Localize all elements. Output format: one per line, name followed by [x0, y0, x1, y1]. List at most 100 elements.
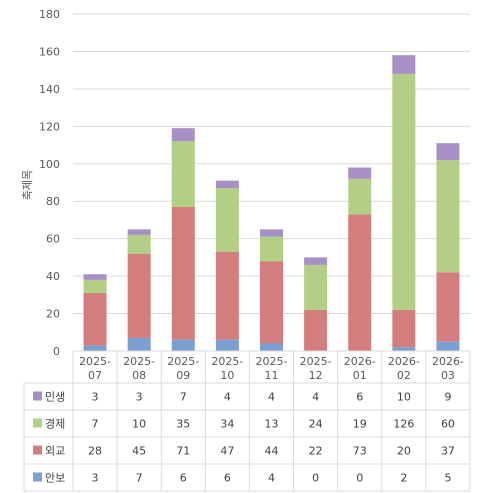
table-cell-value: 7 — [180, 391, 187, 404]
bar-segment-외교 — [304, 309, 328, 351]
table-cell-value: 37 — [441, 445, 455, 458]
bar-segment-민생 — [260, 229, 283, 237]
legend-swatch-외교 — [33, 445, 42, 455]
bar-segment-외교 — [215, 251, 239, 340]
bar-segment-민생 — [436, 143, 460, 161]
bar-segment-안보 — [83, 345, 107, 351]
bar-segment-안보 — [392, 347, 416, 351]
bar-segment-경제 — [304, 264, 328, 310]
table-cell-value: 10 — [397, 391, 411, 404]
table-cell-value: 19 — [353, 418, 367, 431]
table-cell-value: 47 — [220, 445, 234, 458]
table-cell-value: 13 — [265, 418, 279, 431]
bar-segment-외교 — [127, 253, 151, 338]
table-cell-value: 45 — [132, 445, 146, 458]
legend-label: 안보 — [45, 472, 65, 485]
y-tick-label: 160 — [39, 45, 60, 58]
y-tick-label: 60 — [46, 233, 60, 246]
bar-segment-경제 — [260, 236, 283, 262]
bar-segment-경제 — [127, 234, 151, 254]
table-cell-value: 4 — [224, 391, 231, 404]
table-cell-value: 3 — [136, 391, 143, 404]
bar-segment-안보 — [260, 343, 283, 351]
x-tick-label: 12 — [309, 369, 323, 382]
bar-segment-민생 — [215, 180, 239, 189]
y-tick-label: 100 — [39, 158, 60, 171]
table-cell-value: 7 — [136, 472, 143, 485]
bar-segment-민생 — [127, 229, 151, 235]
x-tick-label: 2026- — [432, 355, 464, 368]
bar-segment-안보 — [215, 339, 239, 351]
bar-segment-민생 — [348, 167, 372, 179]
table-cell-value: 60 — [441, 418, 455, 431]
x-tick-label: 2025- — [167, 355, 199, 368]
y-tick-label: 140 — [39, 83, 60, 96]
bar-segment-외교 — [348, 214, 372, 351]
bar-segment-민생 — [171, 128, 195, 142]
bar-segment-민생 — [83, 274, 107, 280]
bar-segment-민생 — [392, 55, 416, 74]
y-tick-label: 180 — [39, 8, 60, 21]
x-tick-label: 02 — [397, 369, 411, 382]
bar-segment-외교 — [171, 206, 195, 340]
x-tick-label: 2025- — [256, 355, 288, 368]
legend-swatch-민생 — [33, 391, 42, 401]
bar-segment-경제 — [436, 160, 460, 273]
bar-segment-민생 — [304, 257, 328, 265]
y-tick-label: 120 — [39, 120, 60, 133]
table-cell-value: 7 — [92, 418, 99, 431]
table-cell-value: 6 — [356, 391, 363, 404]
bar-segment-경제 — [83, 279, 107, 293]
bar-segment-경제 — [348, 178, 372, 215]
legend-label: 경제 — [45, 418, 65, 431]
x-tick-label: 07 — [88, 369, 102, 382]
y-tick-label: 0 — [53, 345, 60, 358]
bar-segment-안보 — [171, 339, 195, 351]
table-cell-value: 2 — [400, 472, 407, 485]
y-tick-label: 20 — [46, 308, 60, 321]
bar-segment-경제 — [392, 73, 416, 310]
x-tick-label: 01 — [353, 369, 367, 382]
x-tick-label: 08 — [132, 369, 146, 382]
bar-segment-외교 — [83, 292, 107, 346]
table-cell-value: 3 — [92, 391, 99, 404]
data-table: 2025-072025-082025-092025-102025-112025-… — [23, 350, 471, 492]
bar-segment-경제 — [171, 141, 195, 207]
table-cell-value: 71 — [176, 445, 190, 458]
table-cell-value: 4 — [268, 391, 275, 404]
x-tick-label: 2026- — [344, 355, 376, 368]
x-tick-label: 10 — [220, 369, 234, 382]
x-tick-label: 03 — [441, 369, 455, 382]
table-cell-value: 0 — [356, 472, 363, 485]
legend-swatch-안보 — [33, 472, 42, 482]
table-cell-value: 20 — [397, 445, 411, 458]
x-tick-label: 11 — [265, 369, 279, 382]
legend-label: 외교 — [45, 445, 65, 458]
x-tick-label: 2026- — [388, 355, 420, 368]
y-axis-ticks: 0 20 40 60 80 100 120 140 160 180 — [39, 8, 60, 358]
x-tick-label: 2025- — [79, 355, 111, 368]
table-cell-value: 3 — [92, 472, 99, 485]
x-tick-label: 2025- — [123, 355, 155, 368]
y-tick-label: 80 — [46, 195, 60, 208]
bar-segment-안보 — [436, 341, 460, 351]
table-cell-value: 0 — [312, 472, 319, 485]
table-cell-value: 6 — [180, 472, 187, 485]
table-cell-value: 24 — [309, 418, 323, 431]
x-tick-label: 2025- — [211, 355, 243, 368]
table-cell-value: 44 — [265, 445, 279, 458]
table-cell-value: 34 — [220, 418, 234, 431]
table-cell-value: 28 — [88, 445, 102, 458]
y-tick-label: 40 — [46, 270, 60, 283]
table-cell-value: 4 — [312, 391, 319, 404]
x-tick-label: 09 — [176, 369, 190, 382]
table-cell-value: 6 — [224, 472, 231, 485]
legend-label: 민생 — [45, 391, 65, 404]
bar-segment-안보 — [127, 337, 151, 351]
table-cell-value: 5 — [444, 472, 451, 485]
table-cell-value: 9 — [444, 391, 451, 404]
table-cell-value: 73 — [353, 445, 367, 458]
bar-segment-경제 — [215, 188, 239, 252]
